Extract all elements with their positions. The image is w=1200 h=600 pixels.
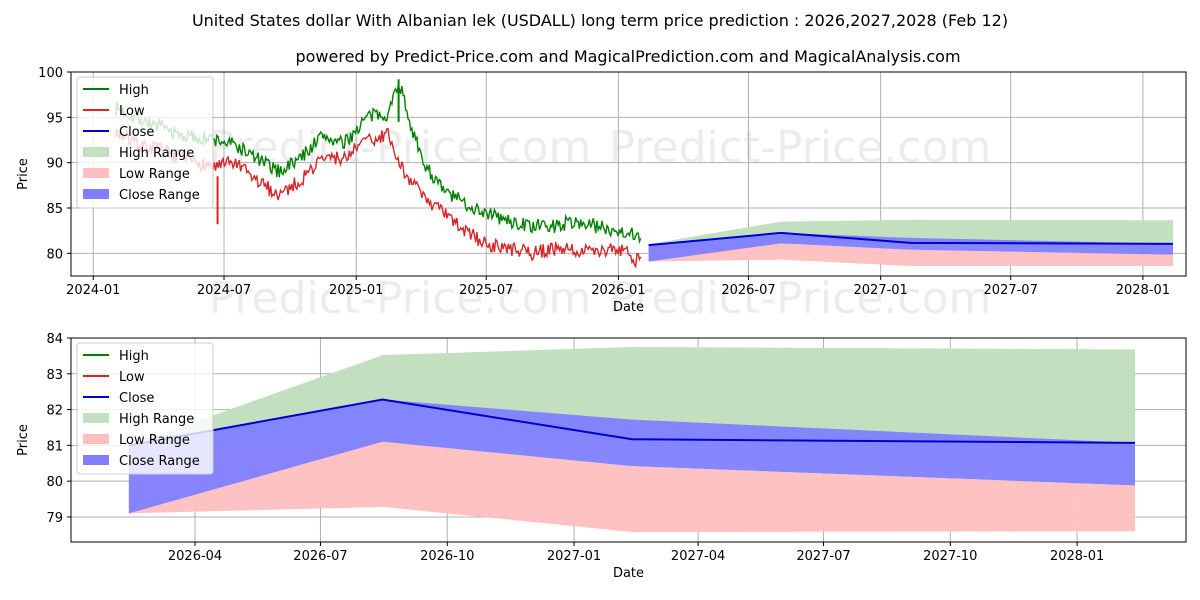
legend-box xyxy=(76,342,214,475)
x-tick-label: 2024-01 xyxy=(66,283,120,298)
legend-label: Close Range xyxy=(119,454,200,469)
x-tick-label: 2024-07 xyxy=(197,283,251,298)
y-axis-label: Price xyxy=(16,158,31,190)
chart-title: United States dollar With Albanian lek (… xyxy=(192,11,1008,30)
y-tick-label: 95 xyxy=(46,111,63,126)
low-range-band xyxy=(648,243,1174,267)
legend-label: Low xyxy=(119,370,145,385)
x-tick-label: 2026-07 xyxy=(721,283,775,298)
x-axis-label: Date xyxy=(613,566,644,581)
x-tick-label: 2026-01 xyxy=(591,283,645,298)
close-forecast-line xyxy=(128,398,1136,447)
y-tick-label: 83 xyxy=(46,368,63,383)
y-tick-label: 84 xyxy=(46,332,63,347)
x-tick-label: 2027-01 xyxy=(547,549,601,564)
legend-swatch xyxy=(83,189,109,199)
close-range-band xyxy=(128,399,1136,514)
legend-label: High Range xyxy=(119,146,194,161)
legend-label: Close xyxy=(119,125,154,140)
x-tick-label: 2025-01 xyxy=(329,283,383,298)
y-tick-label: 80 xyxy=(46,475,63,490)
y-tick-label: 100 xyxy=(38,66,63,81)
x-tick-label: 2027-07 xyxy=(796,549,850,564)
legend-swatch xyxy=(83,455,109,465)
x-tick-label: 2027-04 xyxy=(671,549,725,564)
legend-label: Low Range xyxy=(119,167,190,182)
y-tick-label: 85 xyxy=(46,202,63,217)
legend-swatch xyxy=(83,413,109,423)
chart-subtitle: powered by Predict-Price.com and Magical… xyxy=(295,47,960,66)
watermark: Predict-Price.com xyxy=(209,122,592,173)
legend-label: High xyxy=(119,83,149,98)
legend-swatch xyxy=(83,434,109,444)
legend-box xyxy=(76,76,214,209)
y-tick-label: 80 xyxy=(46,247,63,262)
plot-frame xyxy=(70,71,1187,277)
y-tick-label: 90 xyxy=(46,157,63,172)
watermark: Predict-Price.com xyxy=(209,273,592,324)
legend-label: Close xyxy=(119,391,154,406)
x-tick-label: 2026-07 xyxy=(293,549,347,564)
x-tick-label: 2027-07 xyxy=(984,283,1038,298)
x-tick-label: 2027-10 xyxy=(923,549,977,564)
legend-label: Low xyxy=(119,104,145,119)
watermark: Predict-Price.com xyxy=(609,273,992,324)
x-tick-label: 2027-01 xyxy=(854,283,908,298)
x-tick-label: 2026-04 xyxy=(168,549,222,564)
legend-label: Close Range xyxy=(119,188,200,203)
close-forecast-line xyxy=(648,231,1174,247)
x-tick-label: 2025-07 xyxy=(459,283,513,298)
top-chart-panel: Predict-Price.com Predict-Price.com Pred… xyxy=(16,66,1187,324)
close-range-band xyxy=(648,232,1174,262)
y-tick-label: 81 xyxy=(46,439,63,454)
x-tick-label: 2028-01 xyxy=(1050,549,1104,564)
legend-label: Low Range xyxy=(119,433,190,448)
plot-frame xyxy=(70,337,1187,543)
legend-swatch xyxy=(83,168,109,178)
y-axis-label: Price xyxy=(16,424,31,456)
bottom-chart-panel: Predict-Price.com Predict-Price.com 2026… xyxy=(16,332,1187,581)
x-tick-label: 2028-01 xyxy=(1116,283,1170,298)
legend-swatch xyxy=(83,147,109,157)
watermark: Predict-Price.com xyxy=(609,122,992,173)
x-tick-label: 2026-10 xyxy=(420,549,474,564)
x-axis-label: Date xyxy=(613,300,644,315)
legend-label: High xyxy=(119,349,149,364)
legend-label: High Range xyxy=(119,412,194,427)
y-tick-label: 82 xyxy=(46,404,63,419)
y-tick-label: 79 xyxy=(46,511,63,526)
low-range-band xyxy=(128,441,1136,532)
